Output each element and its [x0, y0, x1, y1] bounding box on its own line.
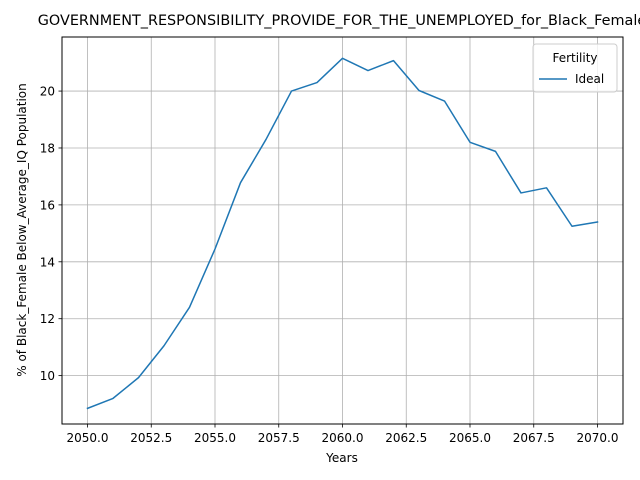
y-tick-label: 10 [40, 369, 55, 383]
x-tick-label: 2070.0 [577, 431, 619, 445]
x-tick-label: 2052.5 [130, 431, 172, 445]
legend-title: Fertility [552, 51, 597, 65]
legend-label-ideal: Ideal [575, 72, 604, 86]
legend-box [532, 43, 618, 93]
grid [62, 37, 623, 424]
x-tick-label: 2067.5 [513, 431, 555, 445]
y-tick-label: 12 [40, 312, 55, 326]
y-axis-label: % of Black_Female Below_Average_IQ Popul… [15, 83, 29, 377]
chart-title: GOVERNMENT_RESPONSIBILITY_PROVIDE_FOR_TH… [38, 13, 640, 29]
x-axis-label: Years [325, 451, 358, 465]
y-axis-ticks: 10 12 14 16 18 20 [40, 85, 62, 383]
y-tick-label: 14 [40, 255, 55, 269]
y-tick-label: 18 [40, 141, 55, 155]
x-tick-label: 2062.5 [385, 431, 427, 445]
y-tick-label: 16 [40, 198, 55, 212]
x-tick-label: 2057.5 [258, 431, 300, 445]
x-axis-ticks: 2050.0 2052.5 2055.0 2057.5 2060.0 2062.5 2065… [67, 424, 619, 445]
x-tick-label: 2050.0 [67, 431, 109, 445]
series-layer [86, 57, 599, 410]
x-tick-label: 2065.0 [449, 431, 491, 445]
legend: Fertility Ideal [532, 43, 618, 93]
y-tick-label: 20 [40, 85, 55, 99]
x-tick-label: 2060.0 [322, 431, 364, 445]
x-tick-label: 2055.0 [194, 431, 236, 445]
series-line-ideal [86, 57, 599, 410]
